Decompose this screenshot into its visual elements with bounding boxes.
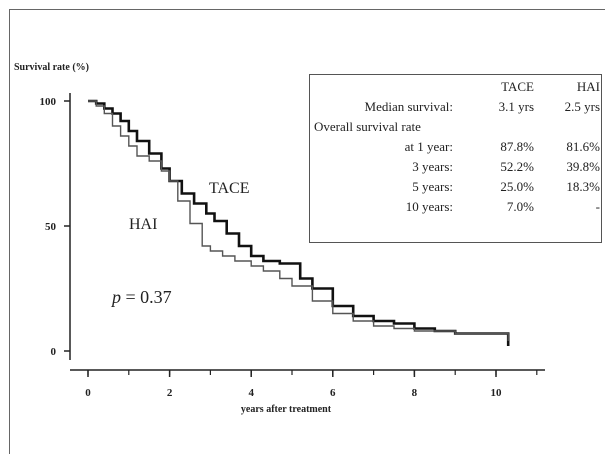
table-row: at 1 year: 87.8% 81.6%	[310, 137, 600, 157]
cell-hai: 2.5 yrs	[564, 99, 600, 114]
row-label: at 1 year:	[404, 139, 453, 154]
cell-hai: -	[595, 199, 600, 214]
x-tick-label: 10	[491, 387, 503, 399]
p-value-annotation: p = 0.37	[110, 287, 172, 307]
table-row: 3 years: 52.2% 39.8%	[310, 157, 600, 177]
p-value: = 0.37	[126, 287, 172, 307]
row-label: Median survival:	[364, 99, 453, 114]
series-line-tace	[88, 99, 510, 346]
x-tick-label: 0	[85, 387, 91, 399]
table-row: 5 years: 25.0% 18.3%	[310, 177, 600, 197]
x-tick-label: 2	[167, 387, 173, 399]
row-label: 5 years:	[412, 179, 453, 194]
cell-tace: 25.0%	[500, 179, 534, 194]
col-header-hai: HAI	[576, 79, 600, 94]
col-header-tace: TACE	[501, 79, 534, 94]
table-row: 10 years: 7.0% -	[310, 197, 600, 217]
table-row: Median survival: 3.1 yrs 2.5 yrs	[310, 97, 600, 117]
row-label: 10 years:	[405, 199, 453, 214]
row-label: Overall survival rate	[314, 119, 421, 134]
row-label: 3 years:	[412, 159, 453, 174]
cell-hai: 81.6%	[566, 139, 600, 154]
cell-hai: 18.3%	[566, 179, 600, 194]
cell-tace: 7.0%	[506, 199, 534, 214]
series-line-hai	[88, 100, 509, 341]
y-tick-label: 0	[51, 346, 57, 358]
x-axis-label: years after treatment	[241, 404, 332, 415]
table-row: Overall survival rate	[310, 117, 600, 137]
p-letter: p	[110, 287, 121, 307]
cell-hai: 39.8%	[566, 159, 600, 174]
x-tick-label: 8	[412, 387, 418, 399]
cell-tace: 52.2%	[500, 159, 534, 174]
table-header-row: TACE HAI	[310, 77, 600, 97]
figure-frame	[9, 9, 605, 454]
cell-tace: 87.8%	[500, 139, 534, 154]
y-tick-label: 50	[45, 221, 57, 233]
x-tick-label: 4	[248, 387, 254, 399]
series-label-hai: HAI	[129, 216, 157, 233]
y-axis-label: Survival rate (%)	[14, 62, 89, 73]
y-tick-label: 100	[40, 96, 57, 108]
cell-tace: 3.1 yrs	[498, 99, 534, 114]
axes: 0 50 100 0 2 4 6 8 10	[40, 93, 545, 399]
series-label-tace: TACE	[209, 180, 250, 197]
x-tick-label: 6	[330, 387, 336, 399]
survival-summary-table: TACE HAI Median survival: 3.1 yrs 2.5 yr…	[309, 74, 602, 243]
series-layer: TACE HAI	[88, 99, 510, 346]
